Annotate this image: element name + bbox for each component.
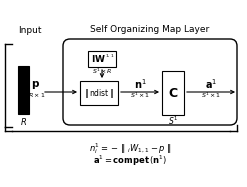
Bar bbox=[88, 51, 116, 67]
Text: $S^1$: $S^1$ bbox=[168, 115, 178, 127]
Text: $\mathbf{a}^1$: $\mathbf{a}^1$ bbox=[205, 77, 217, 91]
Bar bbox=[18, 66, 29, 114]
Text: Input: Input bbox=[18, 25, 41, 34]
Text: $\|\,\mathrm{ndist}\,\|$: $\|\,\mathrm{ndist}\,\|$ bbox=[84, 87, 114, 99]
Text: $\mathbf{n}^1$: $\mathbf{n}^1$ bbox=[134, 77, 146, 91]
Bar bbox=[80, 81, 118, 105]
Text: Self Organizing Map Layer: Self Organizing Map Layer bbox=[90, 24, 210, 33]
Text: $R$: $R$ bbox=[21, 116, 27, 126]
Text: $\mathbf{a}^1 = \mathbf{compet}\,(\mathbf{n}^1)$: $\mathbf{a}^1 = \mathbf{compet}\,(\mathb… bbox=[93, 154, 167, 168]
Bar bbox=[162, 71, 184, 115]
Text: $_{1,1}$: $_{1,1}$ bbox=[105, 53, 114, 59]
Text: $n_i^1 = -\,\|\ _i W_{1,1} - p\ \|$: $n_i^1 = -\,\|\ _i W_{1,1} - p\ \|$ bbox=[88, 142, 171, 157]
Text: $S^1\times1$: $S^1\times1$ bbox=[130, 90, 150, 100]
Text: $S^1\times R$: $S^1\times R$ bbox=[92, 66, 112, 76]
Text: $\mathbf{C}$: $\mathbf{C}$ bbox=[168, 87, 178, 99]
Text: $S^1\times1$: $S^1\times1$ bbox=[201, 90, 221, 100]
Text: $\mathbf{p}$: $\mathbf{p}$ bbox=[30, 79, 40, 91]
Text: $\mathbf{IW}$: $\mathbf{IW}$ bbox=[91, 53, 106, 64]
Text: $R\times1$: $R\times1$ bbox=[28, 91, 46, 99]
